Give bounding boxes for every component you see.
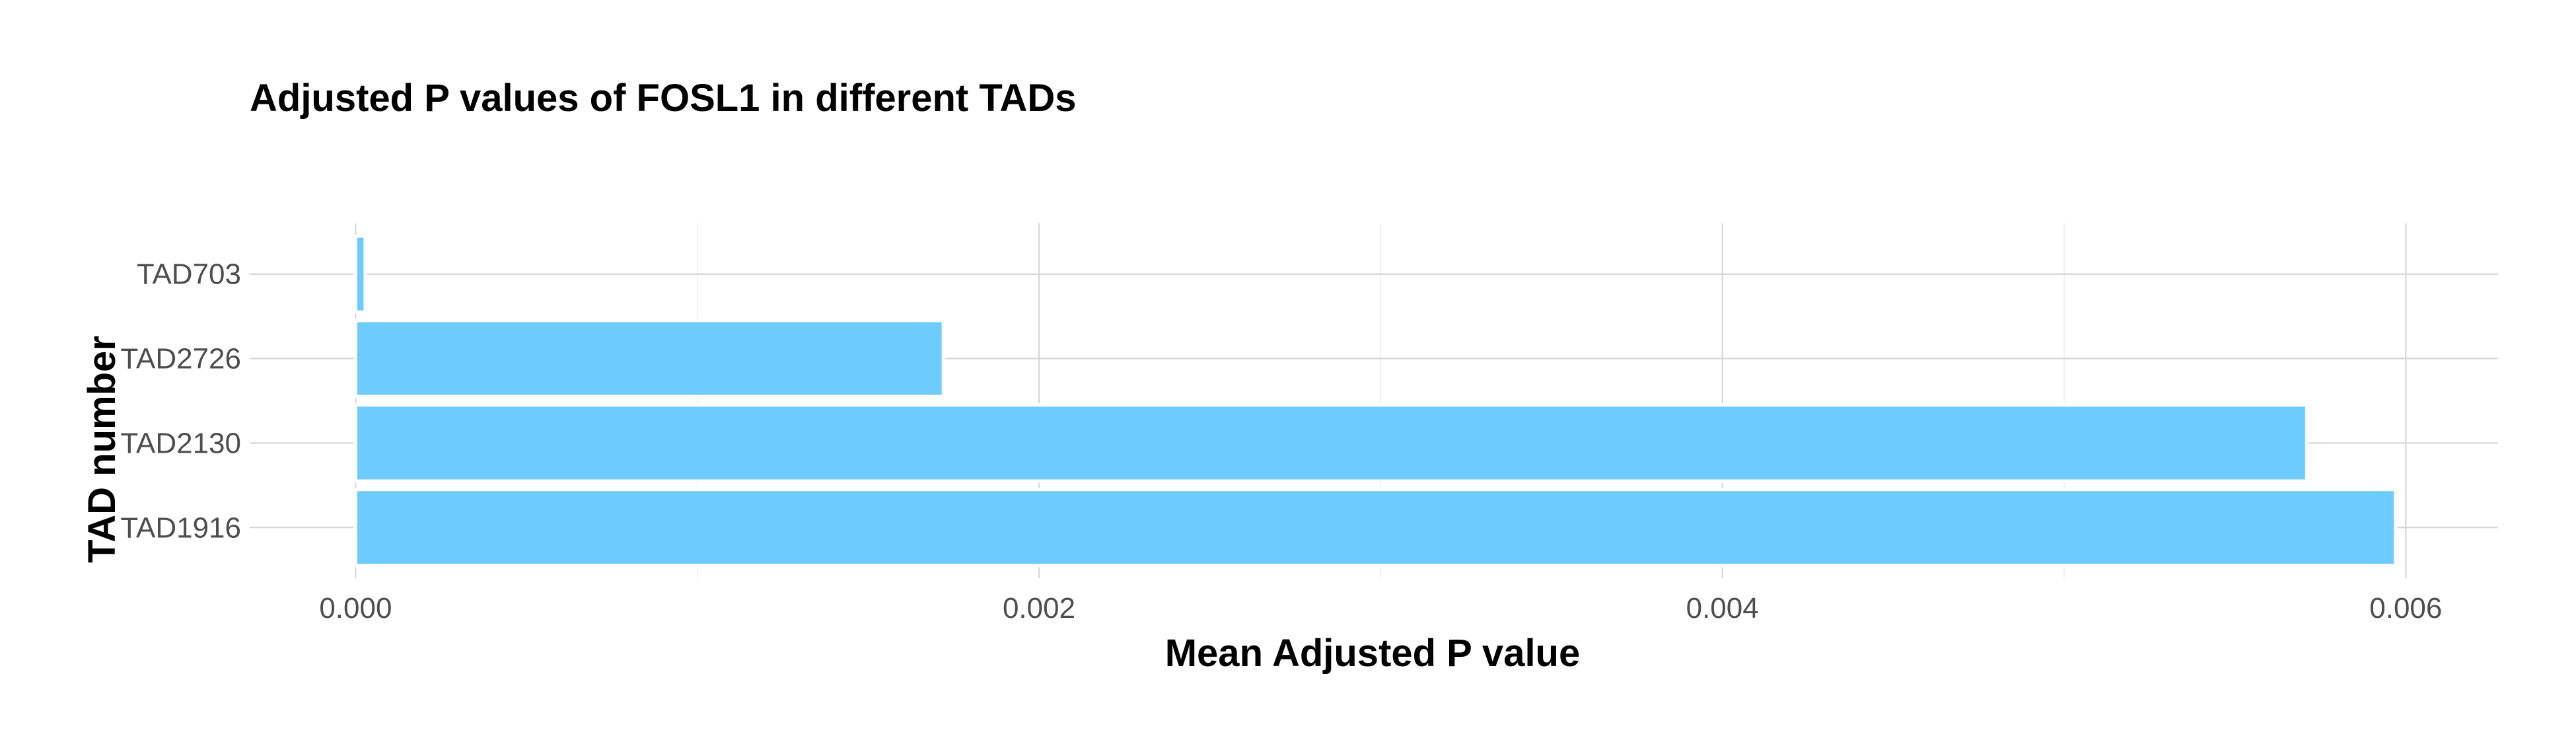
y-tick-label: TAD2130 — [120, 427, 241, 459]
y-axis-title: TAD number — [81, 336, 124, 563]
bars — [353, 234, 2398, 568]
x-tick-label: 0.006 — [2369, 592, 2442, 624]
y-tick-label: TAD703 — [137, 258, 241, 291]
y-tick-label: TAD2726 — [120, 343, 241, 375]
bar — [353, 403, 2308, 483]
x-axis-title: Mean Adjusted P value — [1165, 632, 1581, 675]
y-tick-label: TAD1916 — [120, 511, 241, 544]
bar — [353, 319, 945, 398]
bar — [353, 488, 2398, 568]
x-tick-label: 0.002 — [1003, 592, 1075, 624]
chart-title: Adjusted P values of FOSL1 in different … — [250, 77, 1076, 120]
tick-labels: 0.000 0.002 0.004 0.006 TAD703 TAD2726 TAD2130… — [120, 258, 2442, 624]
x-tick-label: 0.004 — [1686, 592, 1759, 624]
x-tick-label: 0.000 — [319, 592, 392, 624]
bar — [353, 234, 367, 314]
